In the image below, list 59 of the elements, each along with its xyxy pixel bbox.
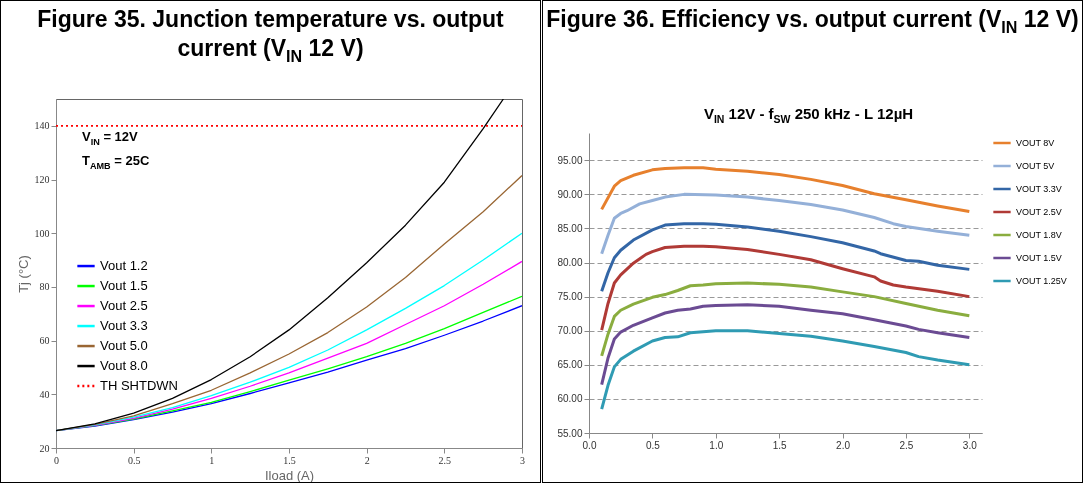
y-tick-label: 40: [39, 388, 50, 400]
y-tick-label: 100: [34, 227, 50, 239]
line-series: [600, 244, 971, 332]
x-tick-label: 0.5: [127, 454, 141, 466]
line-series: [56, 99, 505, 432]
y-tick-label: 90.00: [557, 188, 583, 200]
legend-label: Vout 5.0: [100, 338, 148, 354]
y-tick-label: 80.00: [557, 257, 583, 269]
legend-label: VOUT 2.5V: [1016, 207, 1062, 217]
y-tick-label: 85.00: [557, 222, 583, 234]
legend-label: VOUT 1.5V: [1016, 253, 1062, 263]
legend-label: Vout 2.5: [100, 298, 148, 314]
y-tick-label: 120: [34, 174, 50, 186]
y-tick-label: 55.00: [557, 427, 583, 439]
legend-label: VOUT 1.25V: [1016, 276, 1067, 286]
line-series: [600, 281, 971, 358]
line-series: [600, 329, 971, 411]
x-tick-label: 3: [520, 454, 525, 466]
y-tick-label: 60.00: [557, 393, 583, 405]
line-series: [600, 166, 971, 213]
x-tick-label: 2.0: [836, 439, 851, 451]
chart-title: Figure 36. Efficiency vs. output current (V$_{IN}$ 12 V): [545, 5, 1080, 38]
legend-label: Vout 1.5: [100, 278, 148, 294]
annotation: T$_{AMB}$ = 25C: [82, 153, 150, 171]
y-tick-label: 60: [39, 335, 50, 347]
legend-label: Vout 3.3: [100, 318, 148, 334]
x-tick-label: 2: [364, 454, 370, 466]
y-tick-label: 70.00: [557, 325, 583, 337]
x-tick-label: 2.5: [438, 454, 452, 466]
legend-label: TH SHTDWN: [100, 378, 178, 394]
x-axis-title: Iload (A): [264, 467, 315, 483]
x-tick-label: 0.5: [645, 439, 661, 451]
y-axis-title: Tj (°C): [15, 255, 31, 293]
y-tick-label: 80: [39, 281, 50, 293]
x-tick-label: 0.0: [582, 439, 597, 451]
chart-subtitle: V$_{IN}$ 12V - f$_{SW}$ 250 kHz - L 12µH: [702, 105, 915, 125]
line-series: [600, 192, 971, 256]
legend-label: Vout 1.2: [100, 258, 148, 274]
x-tick-label: 0: [54, 454, 59, 466]
y-tick-label: 140: [34, 120, 50, 132]
y-tick-label: 20: [39, 442, 50, 454]
x-tick-label: 3.0: [962, 439, 978, 451]
legend-label: VOUT 5V: [1016, 161, 1055, 171]
legend-label: VOUT 3.3V: [1016, 184, 1062, 194]
x-tick-label: 1: [209, 454, 215, 466]
x-tick-label: 1.5: [772, 439, 788, 451]
chart-title: Figure 35. Junction temperature vs. output current (V$_{IN}$ 12 V): [36, 5, 505, 67]
legend-label: VOUT 1.8V: [1016, 230, 1062, 240]
x-tick-label: 2.5: [899, 439, 914, 451]
annotation: V$_{IN}$ = 12V: [82, 129, 138, 147]
y-tick-label: 65.00: [557, 359, 583, 371]
line-series: [600, 303, 971, 387]
y-tick-label: 95.00: [557, 154, 583, 166]
x-tick-label: 1.0: [709, 439, 724, 451]
line-series: [600, 222, 971, 293]
legend-label: VOUT 8V: [1016, 138, 1055, 148]
y-tick-label: 75.00: [557, 291, 583, 303]
x-tick-label: 1.5: [283, 454, 296, 466]
legend-label: Vout 8.0: [100, 358, 148, 374]
